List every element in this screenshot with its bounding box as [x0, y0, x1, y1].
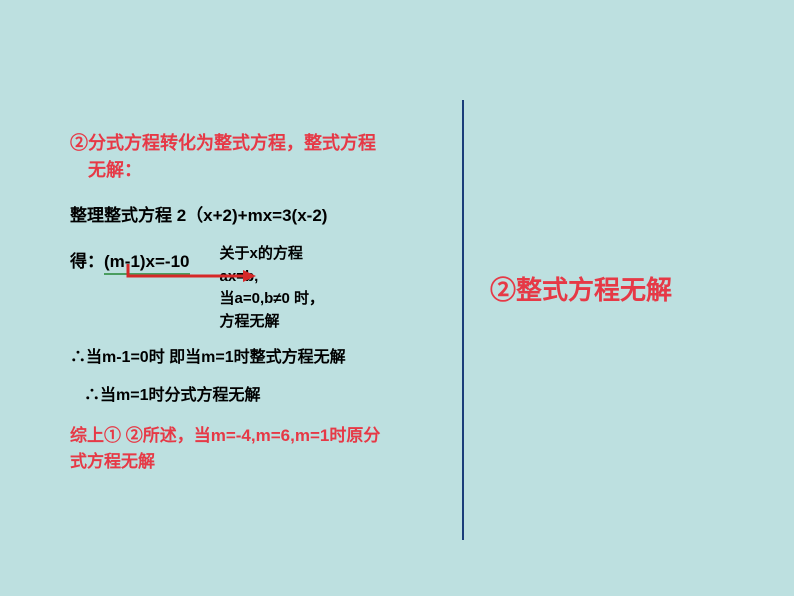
equation-transform: 整理整式方程 2（x+2)+mx=3(x-2)	[70, 202, 440, 229]
summary-line-1: 综上① ②所述，当m=-4,m=6,m=1时原分	[70, 426, 380, 445]
arrow-icon	[118, 262, 258, 290]
result-prefix: 得：	[70, 252, 104, 271]
annotation-line-4: 方程无解	[220, 311, 325, 334]
left-content-panel: ②分式方程转化为整式方程，整式方程 无解： 整理整式方程 2（x+2)+mx=3…	[0, 0, 460, 596]
right-heading: ②整式方程无解	[490, 270, 770, 307]
right-content-panel: ②整式方程无解	[490, 270, 770, 307]
summary-text: 综上① ②所述，当m=-4,m=6,m=1时原分 式方程无解	[70, 423, 440, 474]
vertical-divider	[462, 100, 464, 540]
conclusion-1: ∴当m-1=0时 即当m=1时整式方程无解	[70, 343, 440, 367]
section-heading: ②分式方程转化为整式方程，整式方程 无解：	[70, 130, 440, 184]
conclusion-2: ∴当m=1时分式方程无解	[70, 381, 440, 405]
annotation-line-3: 当a=0,b≠0 时，	[220, 288, 325, 311]
heading-line-1: ②分式方程转化为整式方程，整式方程	[70, 133, 376, 153]
heading-line-2: 无解：	[70, 160, 142, 180]
arrow-indicator	[118, 262, 258, 290]
summary-line-2: 式方程无解	[70, 452, 155, 471]
